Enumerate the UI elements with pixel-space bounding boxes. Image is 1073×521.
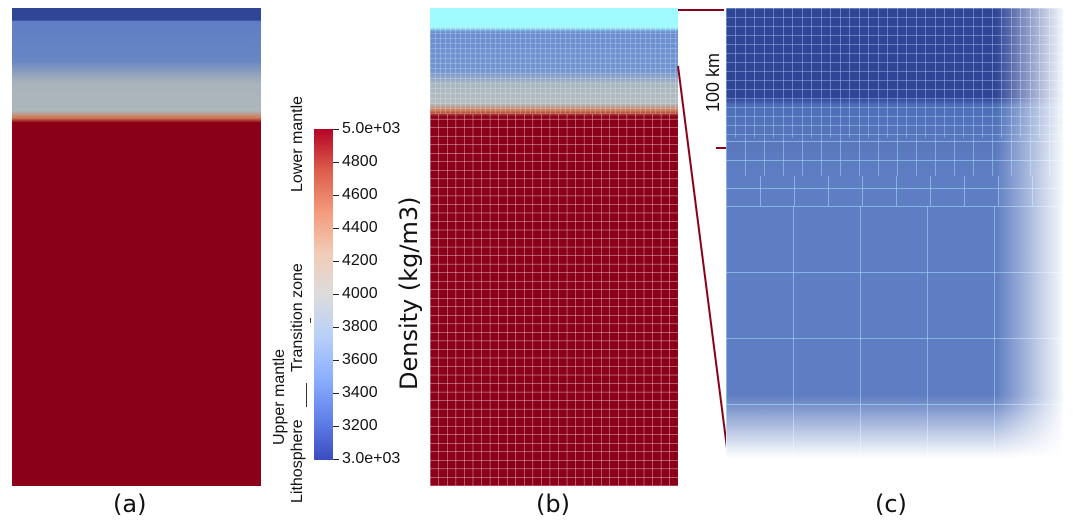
scale-label: 100 km bbox=[703, 52, 723, 112]
colorbar-tick bbox=[333, 426, 339, 427]
zone-label-lower-mantle: Lower mantle bbox=[289, 95, 306, 192]
colorbar-tick bbox=[333, 129, 339, 130]
density-field-rect bbox=[12, 8, 261, 486]
colorbar-tick-label: 5.0e+03 bbox=[342, 120, 401, 137]
colorbar-tick-label: 4000 bbox=[342, 285, 378, 302]
colorbar-tick-label: 3200 bbox=[342, 417, 378, 434]
colorbar-tick bbox=[333, 162, 339, 163]
panel-b-mesh bbox=[430, 8, 678, 486]
zone-divider-line bbox=[306, 383, 307, 407]
zone-label-lithosphere: Lithosphere bbox=[289, 419, 306, 503]
mesh-grid-lower bbox=[430, 114, 678, 486]
mesh-grid-upper bbox=[430, 26, 678, 114]
colorbar-tick-label: 4400 bbox=[342, 219, 378, 236]
colorbar-gradient bbox=[314, 129, 333, 460]
zoom-fade-bottom bbox=[726, 8, 1063, 458]
panel-b-svg bbox=[430, 8, 678, 486]
panel-c-zoom bbox=[726, 8, 1063, 458]
colorbar-tick bbox=[333, 459, 339, 460]
colorbar-tick-label: 3.0e+03 bbox=[342, 450, 401, 467]
caption-c: (c) bbox=[875, 490, 907, 518]
colorbar-tick-label: 3400 bbox=[342, 384, 378, 401]
colorbar-tick-label: 4800 bbox=[342, 153, 378, 170]
zone-divider-mark bbox=[310, 318, 311, 323]
colorbar bbox=[314, 129, 333, 460]
colorbar-title: Density (kg/m3) bbox=[395, 196, 423, 390]
colorbar-tick-label: 3600 bbox=[342, 351, 378, 368]
colorbar-tick-label: 4200 bbox=[342, 252, 378, 269]
colorbar-tick-label: 3800 bbox=[342, 318, 378, 335]
panel-c-svg bbox=[726, 8, 1063, 458]
colorbar-tick bbox=[333, 327, 339, 328]
zone-label-upper-mantle: Upper mantle bbox=[271, 348, 288, 445]
colorbar-tick bbox=[333, 294, 339, 295]
caption-a: (a) bbox=[113, 490, 147, 518]
panel-a-svg bbox=[12, 8, 261, 486]
colorbar-svg bbox=[314, 129, 333, 460]
zoom-line-bottom bbox=[677, 65, 729, 457]
zone-label-transition-zone: Transition zone bbox=[289, 263, 306, 372]
panel-a-density-field bbox=[12, 8, 261, 486]
colorbar-tick bbox=[333, 195, 339, 196]
colorbar-tick bbox=[333, 360, 339, 361]
zoom-connector bbox=[677, 9, 729, 457]
colorbar-tick bbox=[333, 228, 339, 229]
colorbar-tick bbox=[333, 261, 339, 262]
colorbar-tick bbox=[333, 393, 339, 394]
caption-b: (b) bbox=[536, 490, 570, 518]
colorbar-tick-label: 4600 bbox=[342, 186, 378, 203]
